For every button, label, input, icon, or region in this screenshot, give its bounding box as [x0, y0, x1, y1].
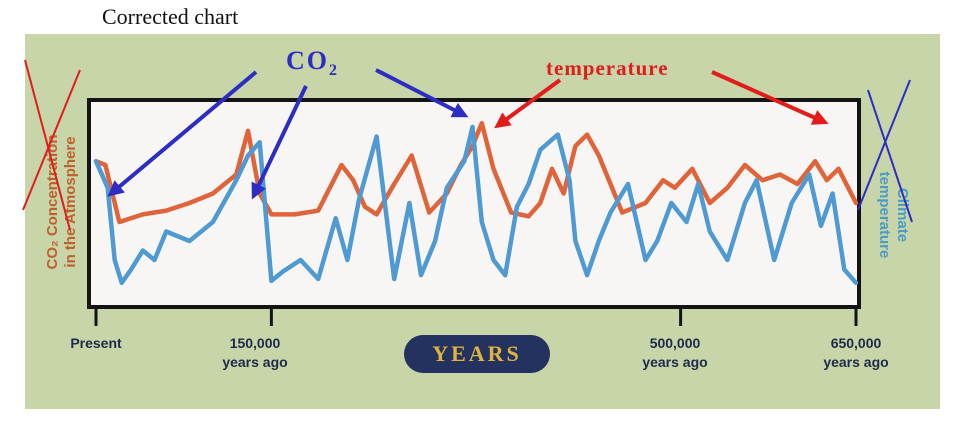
co2-annotation-label: CO2	[286, 46, 339, 80]
cross-out-left-stroke-2	[22, 69, 81, 211]
co2-label-text: CO	[286, 46, 329, 75]
temperature-arrow-1	[494, 78, 562, 129]
years-badge: YEARS	[404, 335, 550, 373]
temperature-arrow-2	[711, 70, 829, 125]
x-tick-label-present: Present	[70, 334, 121, 353]
co2-arrow-3	[375, 68, 469, 118]
x-tick-label-150000: 150,000 years ago	[222, 334, 287, 372]
x-tick-line1: 500,000	[649, 335, 701, 351]
x-tick-label-650000: 650,000 years ago	[823, 334, 888, 372]
temperature-annotation-label: temperature	[546, 56, 669, 80]
x-tick-line1: Present	[70, 335, 122, 351]
plot-area	[87, 98, 861, 309]
x-tick-line1: 150,000	[229, 335, 281, 351]
x-tick-line2: years ago	[823, 354, 889, 370]
x-axis-tick-marks	[94, 309, 858, 326]
cross-out-right-stroke-1	[867, 89, 913, 223]
co2-arrow-2	[251, 85, 308, 200]
co2-label-subscript: 2	[329, 62, 339, 80]
cross-out-left-stroke-1	[24, 59, 71, 231]
co2-arrow-1	[107, 70, 258, 197]
x-tick-line2: years ago	[222, 354, 288, 370]
page-title: Corrected chart	[102, 4, 239, 29]
co2-series-line	[93, 124, 859, 286]
x-tick-line1: 650,000	[830, 335, 882, 351]
x-tick-label-500000: 500,000 years ago	[642, 334, 707, 372]
x-tick-line2: years ago	[642, 354, 708, 370]
temperature-series-line	[93, 120, 859, 225]
cross-out-right-stroke-2	[857, 79, 911, 211]
